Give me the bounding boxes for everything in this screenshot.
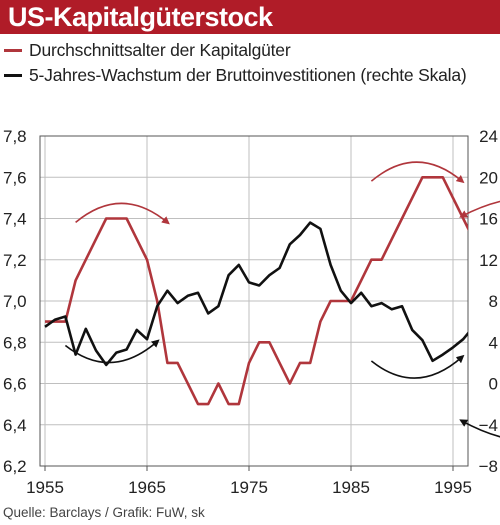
y-right-tick-label: −4 [479, 416, 498, 435]
legend-item-age: Durchschnittsalter der Kapitalgüter [4, 38, 494, 63]
title-bar: US-Kapitalgüterstock [0, 0, 500, 34]
y-left-tick-label: 6,2 [3, 457, 27, 476]
legend-swatch-age [4, 49, 22, 52]
y-left-tick-label: 7,8 [3, 127, 27, 146]
y-left-tick-label: 6,4 [3, 416, 27, 435]
trend-arrow-red [370, 161, 465, 184]
y-right-tick-label: 4 [489, 333, 498, 352]
plot-frame [39, 135, 469, 467]
x-tick-label: 1985 [332, 478, 370, 497]
y-left-tick-label: 7,2 [3, 251, 27, 270]
y-right-tick-label: 24 [479, 127, 498, 146]
trend-arrow-red [75, 202, 170, 225]
y-right-tick-label: 20 [479, 168, 498, 187]
y-left-tick-label: 7,0 [3, 292, 27, 311]
trend-arrow-black [64, 339, 160, 364]
trend-arrow-red [459, 200, 500, 218]
x-tick-label: 1995 [434, 478, 472, 497]
legend-label-growth: 5-Jahres-Wachstum der Bruttoinvestitione… [29, 65, 467, 85]
y-right-tick-label: 8 [489, 292, 498, 311]
y-left-tick-label: 7,6 [3, 168, 27, 187]
y-right-tick-label: −8 [479, 457, 498, 476]
y-right-tick-label: 12 [479, 251, 498, 270]
legend: Durchschnittsalter der Kapitalgüter 5-Ja… [4, 38, 494, 88]
legend-item-growth: 5-Jahres-Wachstum der Bruttoinvestitione… [4, 63, 494, 88]
x-tick-label: 1975 [230, 478, 268, 497]
y-right-tick-label: 16 [479, 210, 498, 229]
x-tick-label: 1965 [128, 478, 166, 497]
trend-arrow-black [459, 419, 500, 438]
legend-label-age: Durchschnittsalter der Kapitalgüter [29, 40, 291, 60]
y-left-tick-label: 7,4 [3, 210, 27, 229]
y-left-tick-label: 6,8 [3, 333, 27, 352]
trend-arrow-black [370, 354, 465, 379]
chart-title: US-Kapitalgüterstock [8, 2, 273, 32]
y-right-tick-label: 0 [489, 375, 498, 394]
series-line-age [45, 176, 468, 406]
source-note: Quelle: Barclays / Grafik: FuW, sk [3, 505, 205, 520]
legend-swatch-growth [4, 74, 22, 77]
y-left-tick-label: 6,6 [3, 375, 27, 394]
x-tick-label: 1955 [26, 478, 64, 497]
series-line-growth [44, 221, 468, 367]
